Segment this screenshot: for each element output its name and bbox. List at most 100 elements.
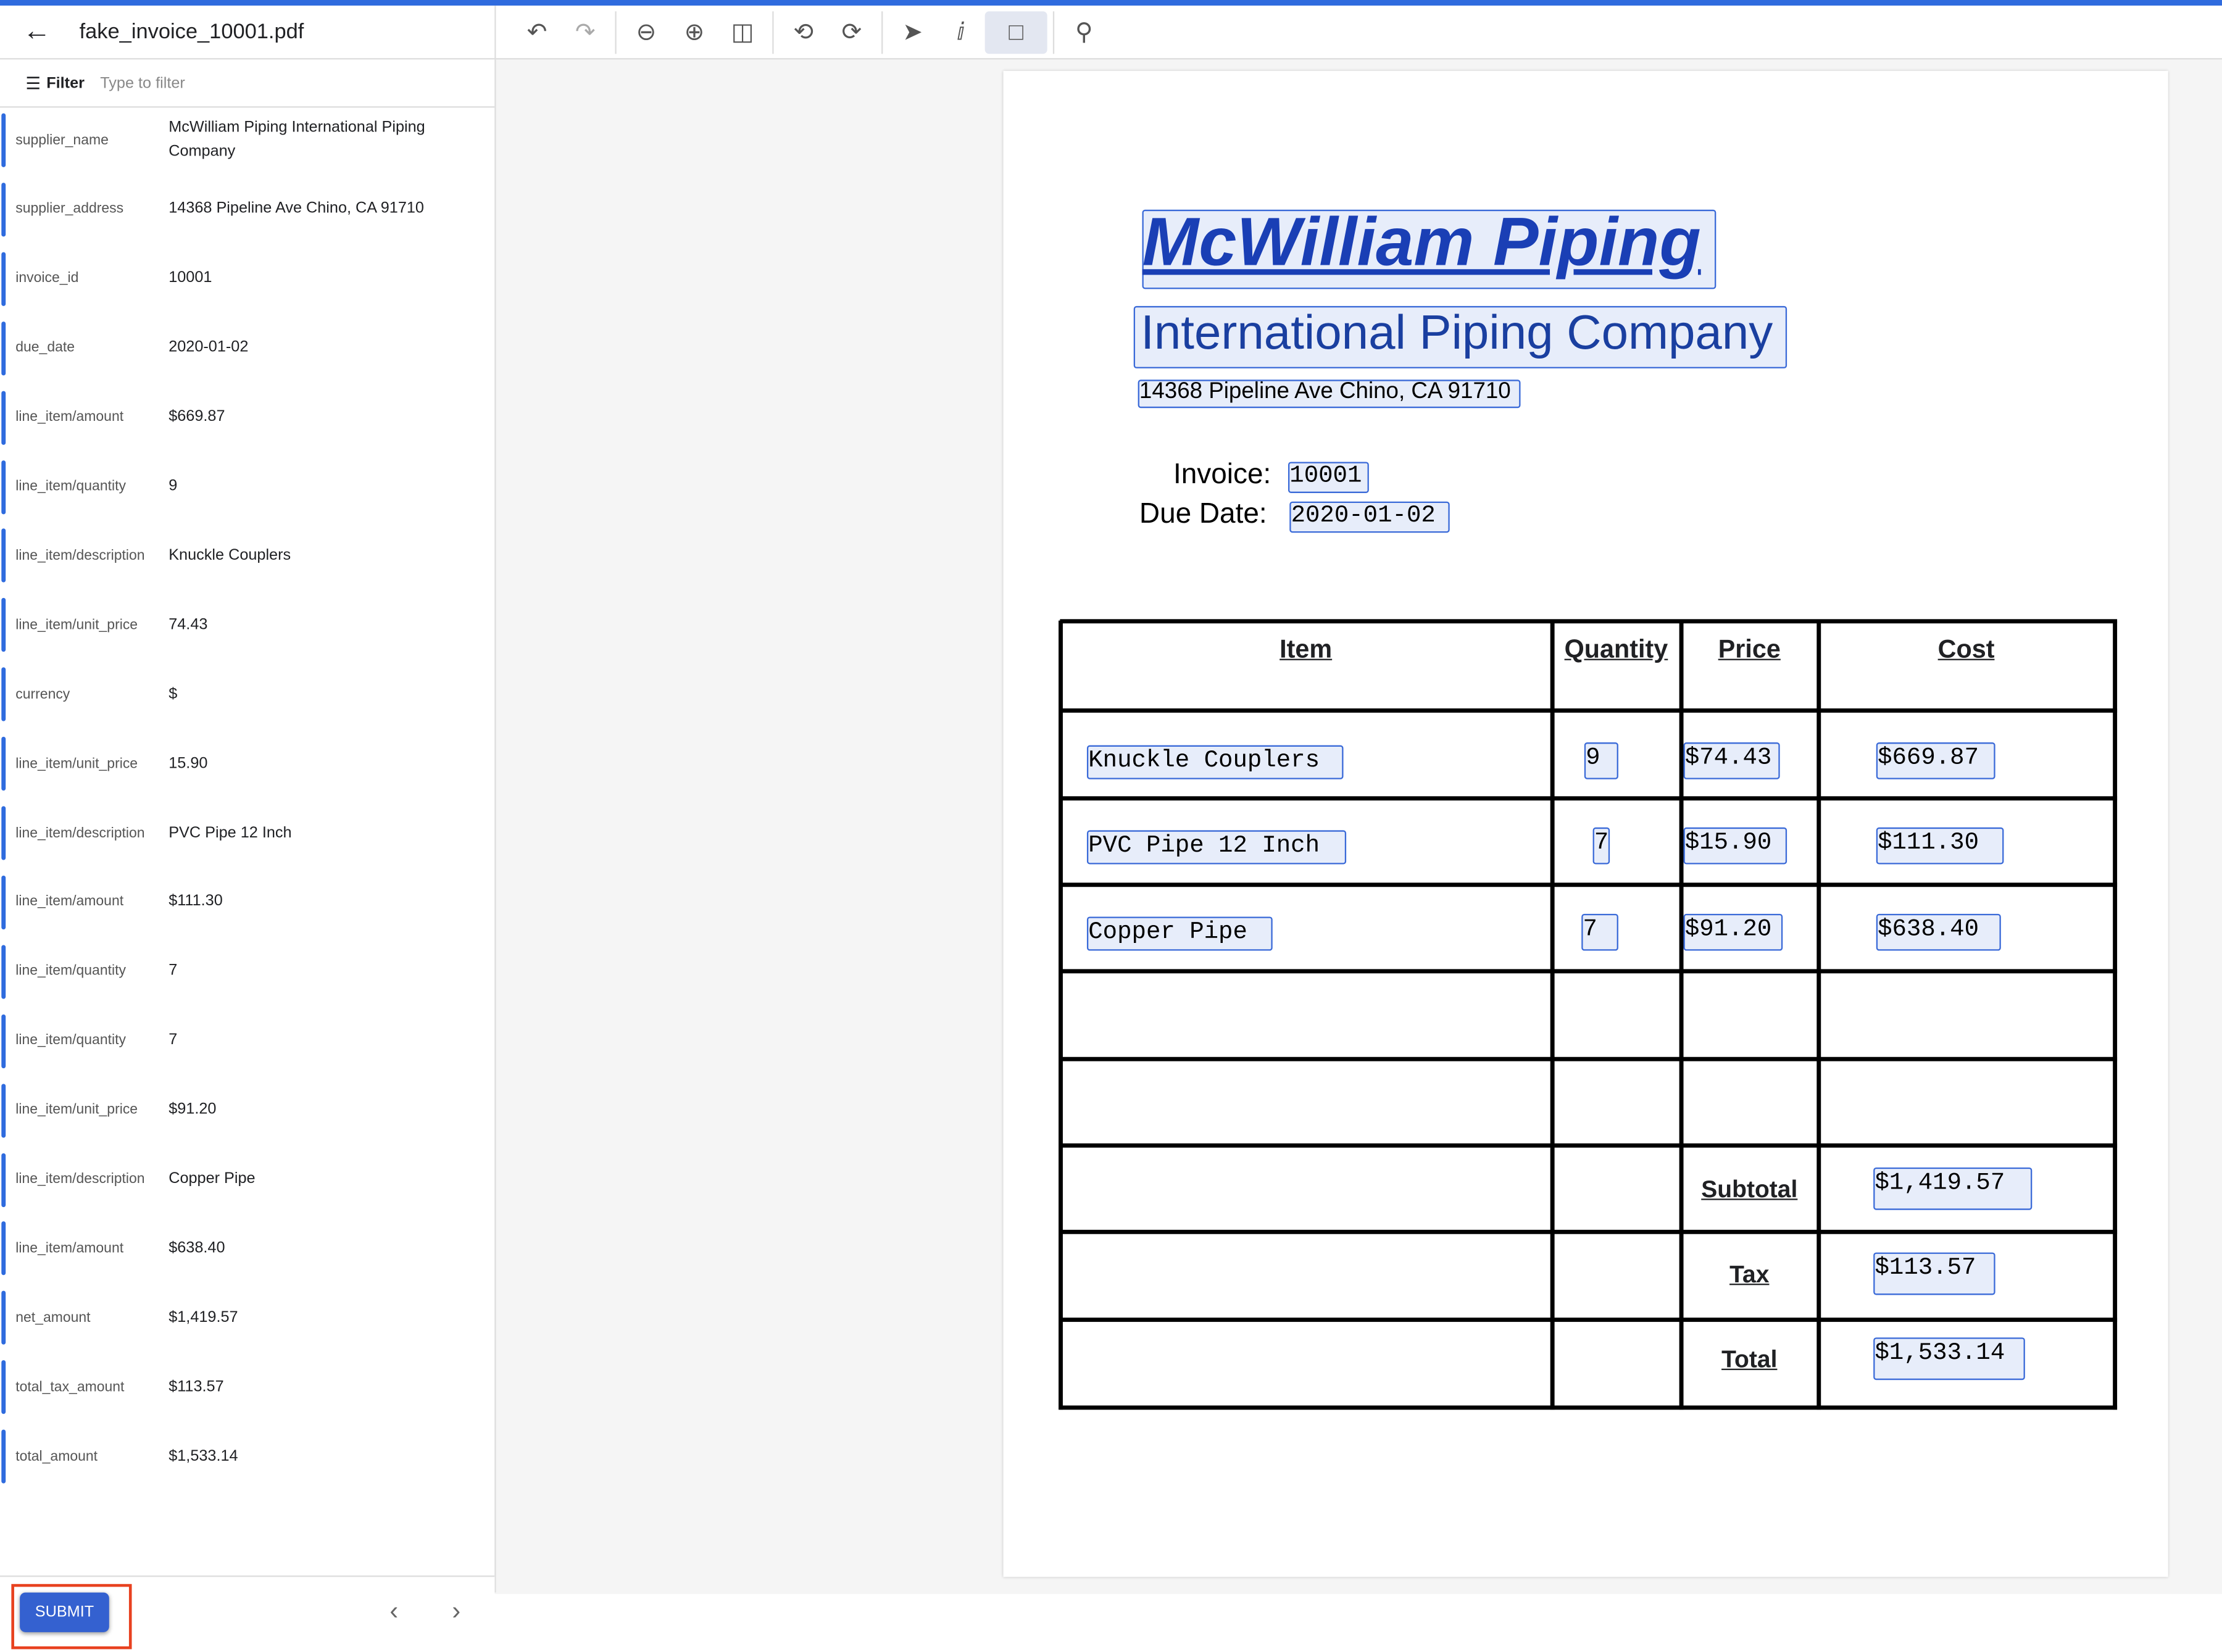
item-price: $15.90 [1684, 830, 1772, 858]
invoice-id-box[interactable] [1288, 462, 1369, 493]
field-row[interactable]: net_amount $1,419.57 [0, 1285, 494, 1351]
item-description: Copper Pipe [1088, 919, 1247, 947]
address-box[interactable] [1138, 380, 1521, 409]
field-row[interactable]: invoice_id 10001 [0, 246, 494, 312]
item-quantity: 7 [1583, 916, 1597, 944]
undo-icon[interactable]: ↶ [526, 17, 547, 45]
submit-button[interactable]: SUBMIT [20, 1592, 109, 1632]
table-border [1060, 796, 2118, 800]
field-indicator [1, 252, 6, 306]
item-price-box[interactable] [1683, 913, 1783, 951]
table-border [1060, 1318, 2118, 1321]
subtotal-box[interactable] [1873, 1167, 2033, 1210]
rotate-left-icon[interactable]: ⟲ [793, 17, 814, 45]
document-page: McWilliam Piping International Piping Co… [1003, 70, 2168, 1577]
text-select-icon[interactable]: ⅈ [956, 17, 965, 45]
table-border [1060, 1229, 2118, 1234]
filter-bar[interactable]: ☰ Filter Type to filter [0, 59, 495, 108]
field-row[interactable]: supplier_address 14368 Pipeline Ave Chino… [0, 177, 494, 243]
table-border [1060, 882, 2118, 887]
field-value: 14368 Pipeline Ave Chino, CA 91710 [169, 200, 424, 218]
fields-sidebar: ☰ Filter Type to filter supplier_name McW… [0, 59, 496, 1652]
divider [881, 10, 883, 54]
invoice-label: Invoice: [1173, 459, 1271, 491]
filter-input[interactable]: Type to filter [100, 74, 185, 92]
subtotal: $1,419.57 [1875, 1170, 2005, 1198]
item-quantity-box[interactable] [1581, 913, 1618, 951]
tax-box[interactable] [1873, 1252, 1995, 1295]
table-header: Quantity [1564, 634, 1668, 663]
tax-label: Tax [1729, 1261, 1770, 1288]
field-row[interactable]: currency $ [0, 662, 494, 728]
total-label: Total [1721, 1346, 1778, 1373]
field-indicator [1, 460, 6, 514]
item-quantity: 7 [1594, 830, 1609, 858]
item-cost: $669.87 [1878, 745, 1979, 773]
search-icon[interactable]: ⚲ [1075, 17, 1093, 45]
field-row[interactable]: line_item/description PVC Pipe 12 Inch [0, 800, 494, 866]
header: ← fake_invoice_10001.pdf [0, 6, 496, 60]
field-row[interactable]: total_tax_amount $113.57 [0, 1355, 494, 1420]
field-row[interactable]: line_item/description Copper Pipe [0, 1147, 494, 1213]
supplier-name-box-2[interactable] [1133, 305, 1787, 368]
total-box[interactable] [1873, 1337, 2025, 1380]
filter-icon: ☰ [25, 73, 41, 93]
item-quantity-box[interactable] [1584, 742, 1618, 779]
field-row[interactable]: line_item/quantity 7 [0, 939, 494, 1005]
item-quantity: 9 [1586, 745, 1600, 773]
field-value: 9 [169, 477, 178, 495]
field-row[interactable]: line_item/quantity 7 [0, 1008, 494, 1074]
field-row[interactable]: line_item/amount $669.87 [0, 385, 494, 450]
field-indicator [1, 598, 6, 652]
due-date-box[interactable] [1289, 501, 1450, 533]
item-cost-box[interactable] [1876, 827, 2004, 865]
field-key: line_item/description [15, 825, 145, 841]
field-key: supplier_name [15, 132, 109, 148]
item-description: PVC Pipe 12 Inch [1088, 832, 1320, 860]
field-row[interactable]: line_item/unit_price $91.20 [0, 1077, 494, 1143]
field-key: invoice_id [15, 271, 79, 287]
divider [1052, 10, 1055, 54]
field-indicator [1, 1221, 6, 1276]
field-row[interactable]: supplier_name McWilliam Piping Internatio… [0, 107, 494, 173]
item-cost-box[interactable] [1876, 913, 2001, 951]
item-price-box[interactable] [1683, 742, 1780, 779]
field-row[interactable]: total_amount $1,533.14 [0, 1424, 494, 1490]
rotate-right-icon[interactable]: ⟳ [841, 17, 862, 45]
field-key: total_amount [15, 1448, 98, 1465]
field-row[interactable]: line_item/description Knuckle Couplers [0, 523, 494, 589]
item-description-box[interactable] [1086, 916, 1273, 951]
item-cost: $111.30 [1878, 830, 1979, 858]
field-row[interactable]: due_date 2020-01-02 [0, 315, 494, 381]
redo-icon[interactable]: ↷ [575, 17, 596, 45]
previous-icon[interactable]: ‹ [389, 1596, 399, 1625]
item-cost-box[interactable] [1876, 742, 1995, 779]
back-arrow-icon[interactable]: ← [22, 15, 51, 47]
field-row[interactable]: line_item/unit_price 74.43 [0, 592, 494, 658]
item-price-box[interactable] [1683, 827, 1787, 865]
field-indicator [1, 529, 6, 583]
field-key: line_item/quantity [15, 963, 126, 980]
item-description-box[interactable] [1086, 830, 1347, 865]
field-indicator [1, 390, 6, 444]
zoom-out-icon[interactable]: ⊖ [636, 17, 657, 45]
due-date: 2020-01-02 [1291, 503, 1436, 530]
item-quantity-box[interactable] [1592, 827, 1610, 865]
supplier-name-box[interactable] [1142, 209, 1716, 289]
field-row[interactable]: line_item/amount $638.40 [0, 1216, 494, 1282]
table-border [1059, 620, 1062, 1410]
pointer-icon[interactable]: ➤ [902, 17, 923, 45]
fit-page-icon[interactable]: ◫ [731, 17, 754, 45]
zoom-in-icon[interactable]: ⊕ [684, 17, 705, 45]
field-row[interactable]: line_item/amount $111.30 [0, 870, 494, 935]
field-row[interactable]: line_item/unit_price 15.90 [0, 731, 494, 797]
next-icon[interactable]: › [452, 1596, 461, 1625]
item-description-box[interactable] [1086, 745, 1344, 779]
table-border [2113, 620, 2116, 1410]
bounding-box-icon[interactable]: □ [984, 10, 1047, 54]
field-indicator [1, 1014, 6, 1068]
table-border [1060, 708, 2118, 712]
field-row[interactable]: line_item/quantity 9 [0, 454, 494, 520]
field-value: $111.30 [169, 893, 223, 910]
field-indicator [1, 113, 6, 167]
